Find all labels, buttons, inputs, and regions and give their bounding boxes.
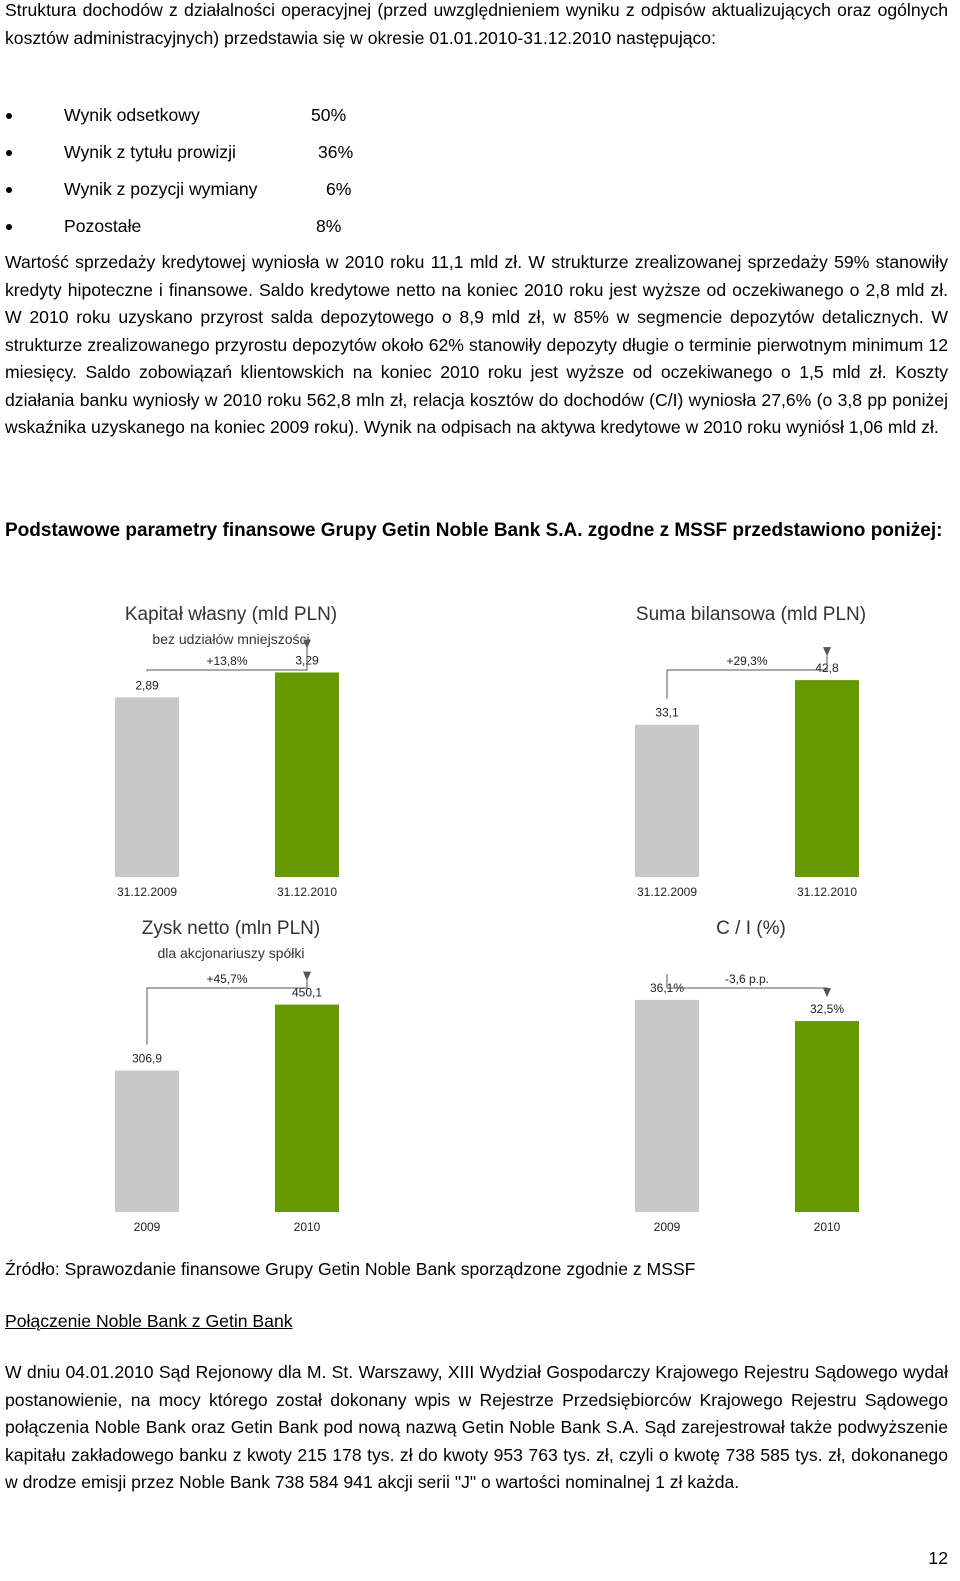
data-label: 450,1 (292, 986, 322, 1000)
chart-panel: Kapitał własny (mld PLN) bez udziałów mni… (115, 604, 339, 899)
change-label: +29,3% (726, 654, 767, 668)
bar-31-12-2010 (275, 672, 339, 877)
chart-subtitle: bez udziałów mniejszości (152, 631, 309, 647)
bar-31-12-2009 (635, 724, 699, 877)
chart-title: Kapitał własny (mld PLN) (125, 604, 337, 625)
arrow-head-icon (303, 971, 311, 981)
category-label: 2010 (814, 1220, 841, 1234)
list-item-label: Pozostałe (64, 216, 142, 236)
section-heading: Podstawowe parametry finansowe Grupy Get… (5, 520, 943, 541)
bar-2010 (795, 1021, 859, 1212)
bar-2010 (275, 1004, 339, 1212)
chart-panel: Suma bilansowa (mld PLN)33,131.12.200942… (635, 604, 866, 899)
category-label: 31.12.2009 (637, 885, 697, 899)
list-item-value: 6% (326, 179, 352, 199)
data-label: 2,89 (135, 678, 159, 692)
page-number: 12 (928, 1548, 948, 1568)
chart-subtitle: dla akcjonariuszy spółki (157, 945, 304, 961)
category-label: 2009 (134, 1220, 161, 1234)
bar-31-12-2010 (795, 680, 859, 877)
list-item-value: 8% (316, 216, 342, 236)
bar-31-12-2009 (115, 697, 179, 877)
bar-2009 (635, 999, 699, 1212)
list-item-label: Wynik z tytułu prowizji (64, 142, 236, 162)
financial-charts: Kapitał własny (mld PLN) bez udziałów mni… (115, 604, 866, 1234)
change-bracket (666, 654, 828, 699)
list-item-value: 36% (318, 142, 354, 162)
arrow-head-icon (823, 988, 831, 998)
chart-title: C / I (%) (716, 918, 786, 939)
arrow-head-icon (823, 647, 831, 657)
category-label: 2010 (294, 1220, 321, 1234)
category-label: 31.12.2010 (277, 885, 337, 899)
category-label: 2009 (654, 1220, 681, 1234)
change-label: +45,7% (206, 972, 247, 986)
chart-title: Suma bilansowa (mld PLN) (636, 604, 866, 625)
data-label: 32,5% (810, 1002, 844, 1016)
category-label: 31.12.2009 (117, 885, 177, 899)
bullet-icon (6, 150, 12, 156)
merger-paragraph: W dniu 04.01.2010 Sąd Rejonowy dla M. St… (5, 1362, 948, 1492)
chart-panel: Zysk netto (mln PLN) dla akcjonariuszy sp… (115, 918, 339, 1234)
bar-2009 (115, 1070, 179, 1212)
list-item-value: 50% (311, 105, 347, 125)
bullet-icon (6, 187, 12, 193)
merger-heading: Połączenie Noble Bank z Getin Bank (5, 1311, 293, 1331)
change-label: +13,8% (206, 654, 247, 668)
sales-paragraph: Wartość sprzedaży kredytowej wyniosła w … (5, 252, 948, 437)
source-note: Źródło: Sprawozdanie finansowe Grupy Get… (5, 1259, 696, 1279)
change-bracket (146, 978, 308, 1045)
change-bracket (146, 646, 308, 672)
intro-paragraph: Struktura dochodów z działalności operac… (5, 0, 948, 48)
bullet-icon (6, 113, 12, 119)
charts-area: Kapitał własny (mld PLN) bez udziałów mni… (0, 590, 960, 1240)
data-label: 306,9 (132, 1052, 162, 1066)
change-label: -3,6 p.p. (725, 972, 769, 986)
bullet-icon (6, 224, 12, 230)
list-item-label: Wynik z pozycji wymiany (64, 179, 258, 199)
chart-title: Zysk netto (mln PLN) (142, 918, 320, 939)
data-label: 33,1 (655, 706, 679, 720)
category-label: 31.12.2010 (797, 885, 857, 899)
list-item-label: Wynik odsetkowy (64, 105, 200, 125)
arrow-head-icon (303, 639, 311, 649)
